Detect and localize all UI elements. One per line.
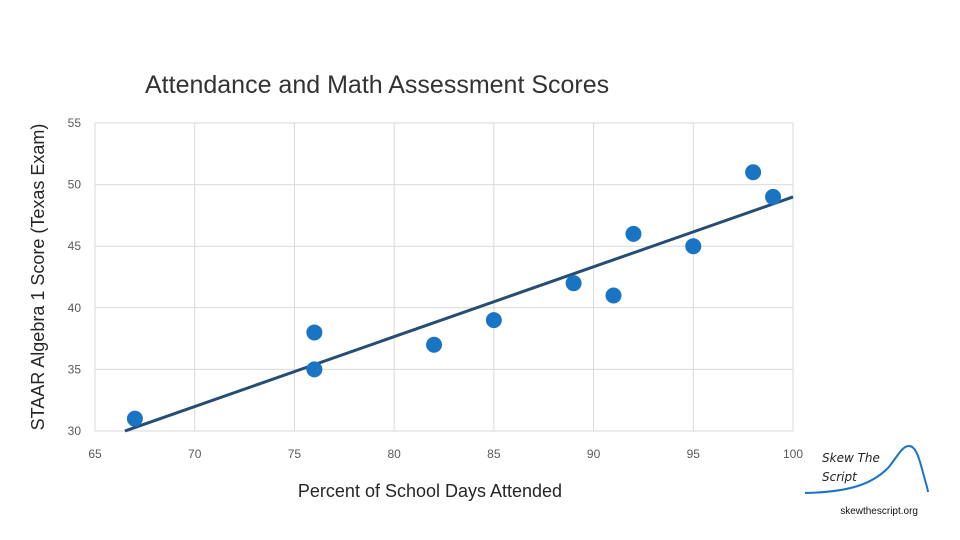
y-axis-label: STAAR Algebra 1 Score (Texas Exam)	[28, 124, 48, 431]
x-tick-label: 90	[587, 447, 601, 461]
brand-logo: Skew The Script skewthescript.org	[804, 444, 929, 517]
trendline	[124, 195, 794, 433]
trendline-group	[124, 195, 794, 433]
x-tick-label: 75	[288, 447, 302, 461]
data-point	[306, 324, 323, 341]
data-point	[745, 164, 762, 181]
chart-title: Attendance and Math Assessment Scores	[145, 71, 609, 99]
bell-curve-icon	[804, 444, 929, 494]
brand-name-line1: Skew The	[822, 451, 880, 465]
x-tick-label: 65	[88, 447, 102, 461]
data-point	[765, 188, 782, 205]
data-point	[485, 312, 502, 329]
x-tick-label: 95	[687, 447, 701, 461]
data-point	[605, 287, 622, 304]
y-tick-label: 45	[68, 239, 82, 253]
y-tick-label: 55	[68, 116, 82, 130]
y-tick-label: 35	[68, 362, 82, 376]
x-tick-label: 85	[487, 447, 501, 461]
x-tick-label: 100	[783, 447, 803, 461]
brand-url: skewthescript.org	[840, 506, 918, 517]
data-point	[565, 275, 582, 292]
x-axis-ticks: 65 70 75 80 85 90 95 100	[88, 447, 803, 461]
data-point	[685, 238, 702, 255]
y-tick-label: 40	[68, 301, 82, 315]
data-points	[126, 164, 782, 427]
data-point	[426, 336, 443, 353]
brand-name-line2: Script	[822, 470, 858, 484]
y-axis-ticks: 30 35 40 45 50 55	[68, 116, 82, 438]
y-tick-label: 50	[68, 178, 82, 192]
data-point	[306, 361, 323, 378]
gridlines	[94, 122, 794, 432]
data-point	[625, 225, 642, 242]
y-tick-label: 30	[68, 424, 82, 438]
x-axis-label: Percent of School Days Attended	[298, 481, 562, 501]
data-point	[126, 410, 143, 427]
x-tick-label: 80	[387, 447, 401, 461]
x-tick-label: 70	[188, 447, 202, 461]
